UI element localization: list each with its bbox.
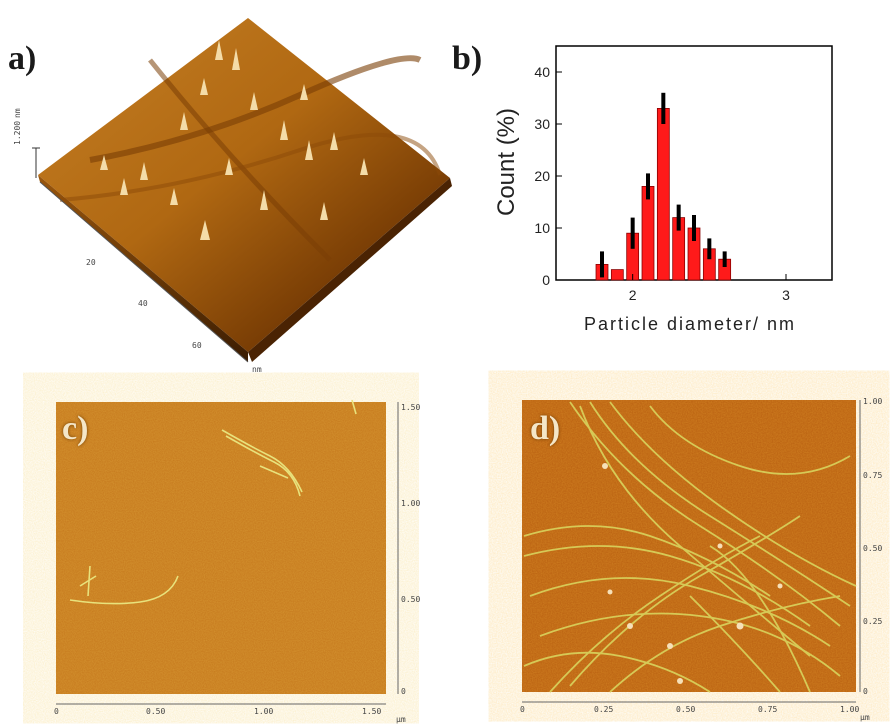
axis-c-y-tick: 0 — [401, 687, 406, 696]
histogram-y-tick-label: 40 — [534, 64, 550, 80]
axis-d-y-tick: 0 — [863, 687, 868, 696]
histogram-y-tick-label: 0 — [542, 272, 550, 288]
afm-surface-left-edge — [38, 175, 248, 362]
axis-c-y-tick: 1.00 — [401, 499, 420, 508]
axis-c-y-tick: 1.50 — [401, 403, 420, 412]
afm-image-c: 1.50 1.00 0.50 0 0 0.50 1.00 1.50 μm — [54, 399, 420, 724]
axis-d-x-tick: 0 — [520, 705, 525, 714]
z-scale-label: 1.200 — [13, 121, 22, 145]
afm-peaks — [100, 40, 368, 240]
histogram-bar — [656, 108, 670, 281]
axis-d-x-tick: 0.25 — [594, 705, 613, 714]
axis-c-x-unit: μm — [396, 715, 406, 724]
histogram-bar — [641, 185, 655, 281]
histogram-y-tick-label: 20 — [534, 168, 550, 184]
histogram-x-label: Particle diameter/ nm — [584, 314, 796, 334]
histogram-y-label: Count (%) — [493, 108, 520, 216]
axis-d-y-tick: 1.00 — [863, 397, 882, 406]
panel-label-b: b) — [452, 40, 483, 77]
histogram-bar — [610, 269, 624, 281]
panel-label-a: a) — [8, 40, 37, 77]
afm-image-d: 1.00 0.75 0.50 0.25 0 0 0.25 0.50 0.75 1… — [520, 397, 882, 722]
panel-label-c: c) — [62, 410, 89, 447]
axis-c-x-tick: 0 — [54, 707, 59, 716]
z-scale-unit: nm — [13, 108, 22, 118]
afm-ridge — [89, 55, 422, 163]
afm-3d-surface: 1.200 nm 20 40 60 nm — [13, 18, 452, 374]
fibril-network — [523, 401, 857, 693]
axis-d-x-unit: μm — [860, 713, 870, 722]
afm-axis-tick: 40 — [138, 299, 148, 308]
histogram-x-tick-label: 3 — [782, 287, 790, 303]
afm-ridge — [59, 132, 442, 202]
afm-depth-axis — [39, 181, 249, 363]
histogram-y-tick-label: 30 — [534, 116, 550, 132]
axis-d-x-tick: 0.75 — [758, 705, 777, 714]
histogram-chart: 0 10 20 30 40 2 3 Count (%) Particle diameter/… — [493, 45, 833, 334]
afm-axis-unit: nm — [252, 365, 262, 374]
fibril-aggregates — [602, 463, 783, 684]
axis-c-x-tick: 1.00 — [254, 707, 273, 716]
afm-surface-top — [38, 18, 450, 352]
axis-d-y-tick: 0.25 — [863, 617, 882, 626]
afm-axis-tick: 20 — [86, 258, 96, 267]
histogram-x-tick-label: 2 — [629, 287, 637, 303]
axis-d-x-tick: 1.00 — [840, 705, 859, 714]
afm-surface-right-edge — [248, 178, 452, 362]
afm-axis-tick: 60 — [192, 341, 202, 350]
fibril-traces — [69, 399, 357, 605]
axis-d-y-tick: 0.50 — [863, 544, 882, 553]
panel-label-d: d) — [530, 410, 561, 447]
afm-ridge — [148, 58, 332, 262]
axis-c-x-tick: 0.50 — [146, 707, 165, 716]
axis-d-x-tick: 0.50 — [676, 705, 695, 714]
axis-c-x-tick: 1.50 — [362, 707, 381, 716]
histogram-y-tick-label: 10 — [534, 220, 550, 236]
axis-d-y-tick: 0.75 — [863, 471, 882, 480]
axis-c-y-tick: 0.50 — [401, 595, 420, 604]
